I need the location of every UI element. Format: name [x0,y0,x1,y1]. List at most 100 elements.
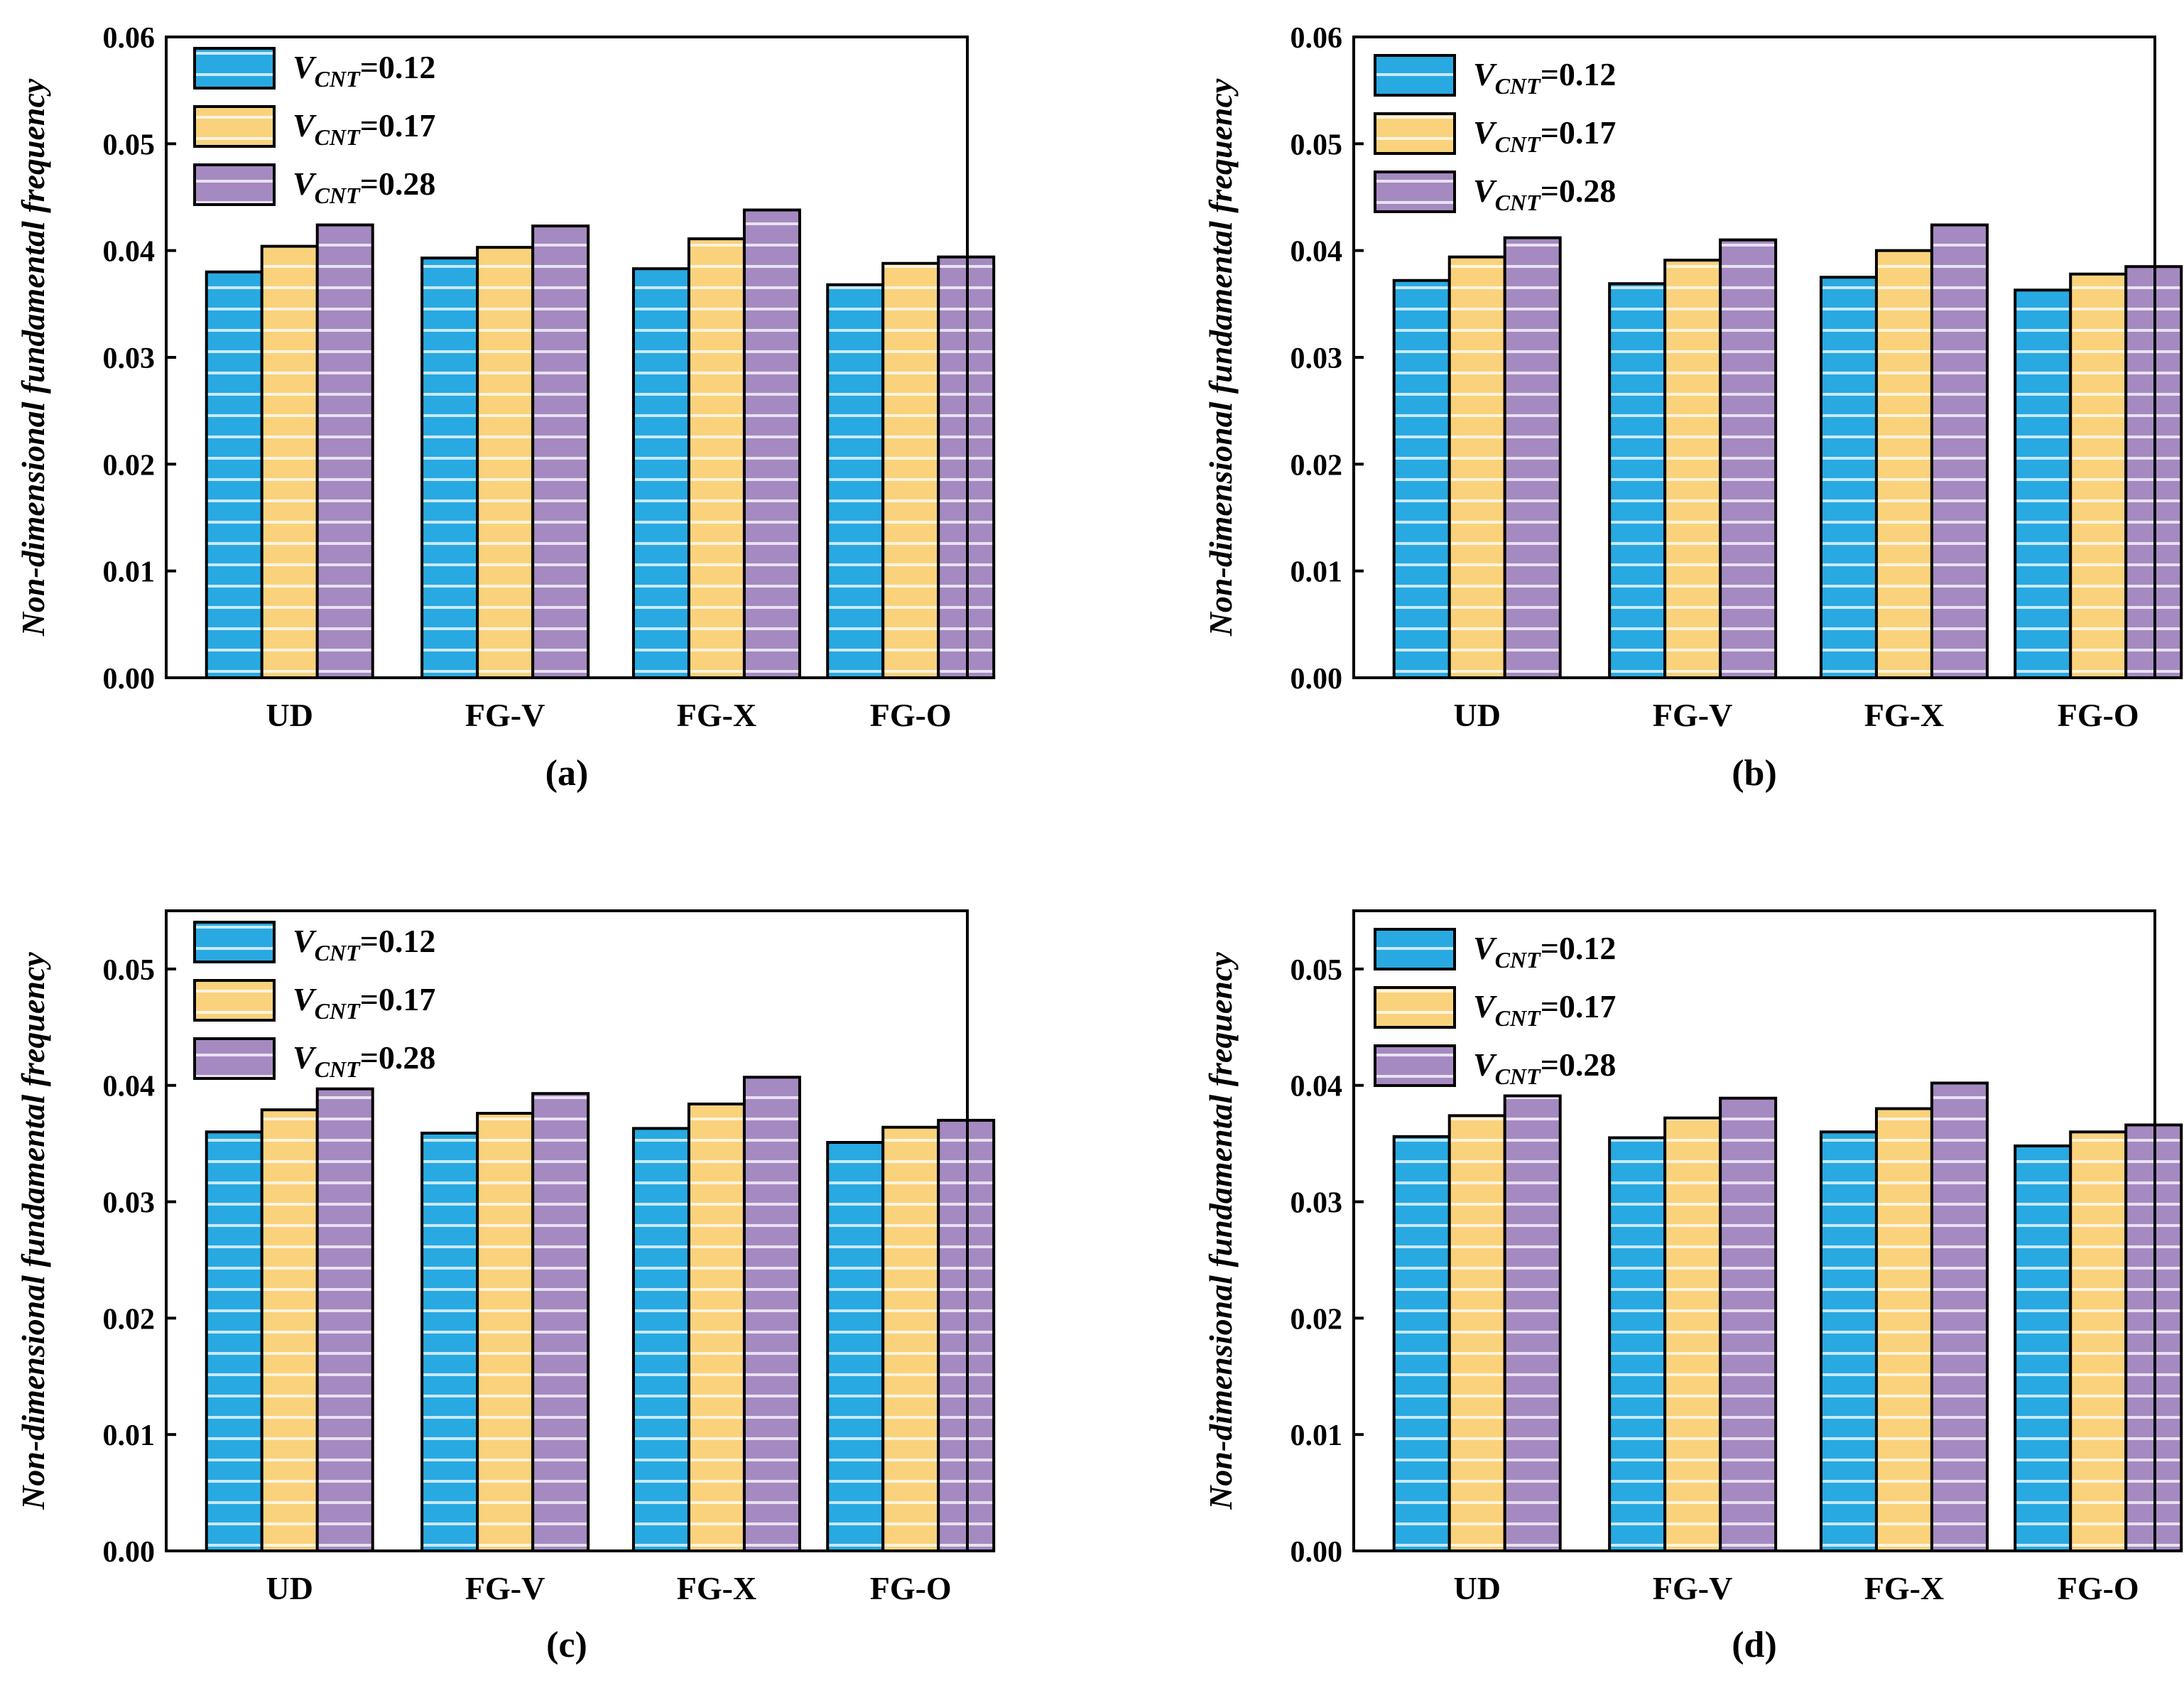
bar-FG-O-series-1 [2069,272,2128,679]
legend-label-1: VCNT=0.17 [293,981,435,1024]
bar-FG-V-series-0 [420,1131,479,1552]
bar-UD-series-0 [1392,1135,1451,1552]
bar-FG-X-series-1 [1874,249,1933,679]
legend-label-0: VCNT=0.12 [1473,930,1616,973]
bar-FG-X-series-2 [1930,1081,1989,1552]
bar-UD-series-0 [1392,278,1451,679]
panel-label: (d) [1732,1625,1777,1665]
bar-FG-V-series-0 [1608,282,1667,679]
y-tick-label: 0.04 [1291,236,1343,269]
y-tick-label: 0.00 [103,1536,156,1569]
y-tick-label: 0.00 [103,663,156,696]
chart-panel-3: UD FG-V FG-X FG-O 0.00 0.01 0.02 0.03 0.04 0.05 No… [1202,909,2183,1665]
bar-UD-series-2 [1503,1094,1562,1553]
y-tick-label: 0.05 [1291,954,1343,987]
x-tick-label: FG-V [1653,697,1732,733]
legend-label-0: VCNT=0.12 [293,923,435,966]
y-tick-label: 0.00 [1291,1536,1343,1569]
x-tick-label: FG-X [1864,697,1944,733]
chart-panel-1: UD FG-V FG-X FG-O 0.00 0.01 0.02 0.03 0.04 0.05 0.… [1202,22,2183,794]
x-tick-label: UD [1453,697,1500,733]
x-tick-label: UD [1453,1570,1500,1606]
bar-FG-O-series-0 [2014,1144,2072,1552]
bar-FG-V-series-1 [1663,1116,1722,1552]
legend-label-2: VCNT=0.28 [1473,173,1616,215]
legend-swatch-2 [1374,1044,1456,1087]
x-tick-label: FG-V [465,697,545,733]
y-tick-label: 0.03 [1291,1187,1343,1220]
y-tick-label: 0.04 [1291,1071,1343,1103]
x-tick-label: UD [266,697,313,733]
x-tick-label: FG-O [870,697,952,733]
bar-FG-X-series-1 [687,1102,746,1553]
legend-label-1: VCNT=0.17 [1473,114,1616,157]
bar-UD-series-1 [1447,1114,1506,1552]
x-tick-label: FG-V [465,1570,545,1606]
chart-panel-2: UD FG-V FG-X FG-O 0.00 0.01 0.02 0.03 0.04 0.05 No… [15,909,996,1665]
bar-UD-series-1 [260,1108,319,1553]
legend-swatch-1 [193,979,276,1022]
legend-label-0: VCNT=0.12 [1473,56,1616,99]
x-tick-label: FG-O [870,1570,952,1606]
legend-label-0: VCNT=0.12 [293,49,435,92]
x-tick-label: FG-X [677,697,756,733]
plot-frame [1352,909,2156,1552]
y-tick-label: 0.01 [103,556,156,589]
y-axis-label: Non-dimensional fundamental frequency [15,952,51,1510]
legend-label-2: VCNT=0.28 [1473,1046,1616,1089]
legend-swatch-1 [1374,986,1456,1029]
bar-FG-V-series-2 [531,225,590,679]
y-tick-label: 0.04 [103,1071,156,1103]
chart-panel-0: UD FG-V FG-X FG-O 0.00 0.01 0.02 0.03 0.04 0.05 0.… [15,22,996,794]
legend-swatch-1 [193,105,276,148]
legend-swatch-0 [1374,54,1456,97]
legend-swatch-2 [193,1037,276,1080]
bar-FG-O-series-1 [2069,1130,2128,1552]
bar-FG-X-series-0 [631,267,690,679]
bar-FG-X-series-0 [631,1127,690,1552]
bar-UD-series-2 [315,1087,374,1552]
bar-FG-V-series-2 [531,1092,590,1553]
legend-label-2: VCNT=0.28 [293,166,435,208]
y-tick-label: 0.02 [103,1303,156,1336]
bar-FG-V-series-2 [1719,238,1778,679]
bar-FG-X-series-2 [1930,223,1989,679]
bar-UD-series-2 [1503,236,1562,680]
legend-swatch-0 [193,921,276,963]
legend-swatch-0 [193,47,276,90]
y-tick-label: 0.05 [1291,129,1343,161]
bar-FG-X-series-2 [742,1076,801,1552]
bar-FG-V-series-1 [476,246,535,679]
legend-label-2: VCNT=0.28 [293,1039,435,1082]
y-axis-label: Non-dimensional fundamental frequency [1202,952,1239,1510]
panel-label: (c) [546,1625,587,1665]
x-tick-label: FG-V [1653,1570,1732,1606]
y-tick-label: 0.02 [1291,449,1343,482]
y-axis-label: Non-dimensional fundamental frequency [1202,78,1239,637]
bar-FG-O-series-1 [881,1125,940,1552]
y-tick-label: 0.01 [1291,1419,1343,1452]
bar-UD-series-0 [205,1130,264,1552]
bar-UD-series-0 [205,270,264,679]
y-tick-label: 0.01 [103,1419,156,1452]
plot-frame [165,909,969,1552]
legend-label-1: VCNT=0.17 [293,107,435,150]
bar-FG-V-series-1 [476,1112,535,1552]
bar-FG-X-series-1 [687,237,746,679]
x-tick-label: FG-X [677,1570,756,1606]
y-tick-label: 0.00 [1291,663,1343,696]
y-tick-label: 0.01 [1291,556,1343,589]
bar-FG-X-series-1 [1874,1107,1933,1553]
bar-UD-series-1 [260,244,319,679]
bar-FG-V-series-1 [1663,259,1722,679]
legend-swatch-1 [1374,112,1456,155]
y-tick-label: 0.02 [103,449,156,482]
x-tick-label: FG-O [2058,697,2139,733]
panel-label: (b) [1732,753,1777,794]
legend-swatch-2 [193,163,276,206]
panel-label: (a) [545,753,589,794]
y-tick-label: 0.05 [103,129,156,161]
y-tick-label: 0.03 [103,342,156,375]
y-tick-label: 0.02 [1291,1303,1343,1336]
